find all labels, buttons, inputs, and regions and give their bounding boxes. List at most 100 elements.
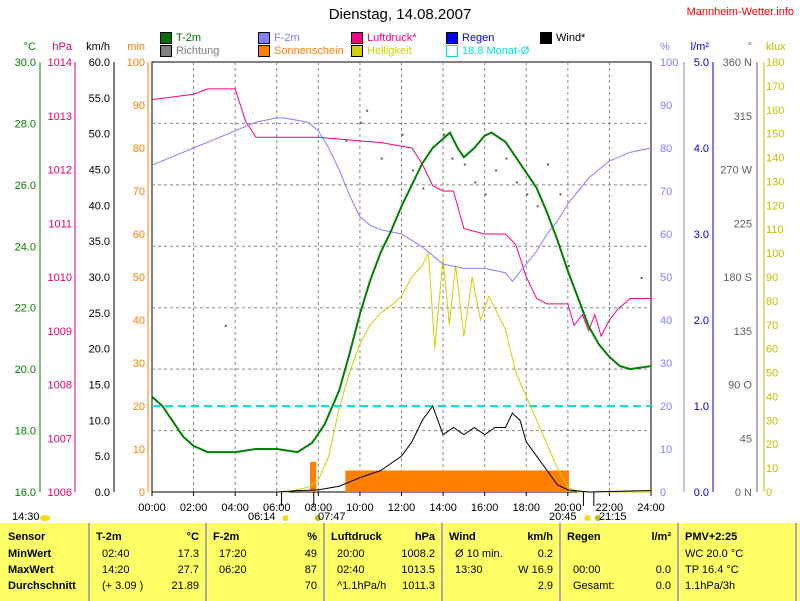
sun-icon — [594, 515, 601, 521]
table-cell: 14:20 — [102, 564, 130, 576]
axis-tick-klux: 20 — [766, 439, 778, 451]
table-cell: 02:40 — [102, 548, 130, 560]
direction-point — [451, 157, 454, 160]
stats-table: Sensor T-2m °C F-2m% Luftdruck hPa Wind km/h Reg… — [0, 523, 800, 601]
legend-item: T-2m — [160, 32, 201, 44]
axis-tick-pct: 20 — [660, 401, 672, 413]
sunshine-bar — [311, 461, 314, 492]
table-header-unit: km/h — [527, 531, 553, 543]
axis-tick-kmh: 50.0 — [89, 129, 110, 141]
axis-tick-klux: 90 — [766, 272, 778, 284]
table-cell: WC 20.0 °C — [685, 548, 744, 560]
axis-tick-min: 50 — [133, 272, 145, 284]
axis-unit-hpa: hPa — [52, 41, 72, 53]
table-cell: TP 16.4 °C — [685, 564, 739, 576]
axis-tick-klux: 170 — [766, 81, 784, 93]
axis-tick-deg: 360 N — [723, 57, 752, 69]
x-tick-label: 20:00 — [554, 502, 582, 514]
axis-tick-hpa: 1006 — [48, 487, 72, 499]
sunshine-bar — [314, 461, 317, 492]
table-cell: Durchschnitt — [8, 580, 76, 592]
axis-tick-min: 40 — [133, 315, 145, 327]
axis-tick-min: 10 — [133, 444, 145, 456]
table-header: T-2m — [96, 531, 122, 543]
direction-point — [567, 265, 570, 268]
axis-tick-pct: 90 — [660, 100, 672, 112]
table-cell: 1.1hPa/3h — [685, 580, 736, 592]
axis-tick-min: 70 — [133, 186, 145, 198]
table-header: Wind — [449, 531, 476, 543]
x-tick-label: 06:00 — [263, 502, 291, 514]
legend-label: Richtung — [176, 45, 220, 57]
direction-point — [515, 181, 518, 184]
axis-tick-pct: 60 — [660, 229, 672, 241]
x-tick-label: 24:00 — [637, 502, 665, 514]
legend-item: Wind* — [540, 32, 585, 44]
series-line-luftdruck — [151, 88, 651, 338]
direction-point — [422, 187, 425, 190]
axis-tick-hpa: 1012 — [48, 165, 72, 177]
x-tick-label: 14:00 — [429, 502, 457, 514]
table-cell-value: 70 — [304, 580, 317, 592]
axis-tick-kmh: 55.0 — [89, 93, 110, 105]
brand-link[interactable]: Mannheim-Wetter.info — [686, 6, 794, 18]
axis-unit-min: min — [127, 41, 145, 53]
x-tick-label: 22:00 — [596, 502, 624, 514]
table-cell-value: 0.2 — [537, 548, 553, 560]
axis-tick-min: 0 — [139, 487, 145, 499]
axis-tick-celsius: 28.0 — [15, 118, 36, 130]
direction-point — [401, 133, 404, 136]
legend-label: F-2m — [274, 32, 300, 44]
axis-tick-celsius: 24.0 — [15, 241, 36, 253]
series-line-helligkeit — [152, 251, 651, 493]
axis-unit-kmh: km/h — [86, 41, 110, 53]
table-header: Sensor — [8, 531, 46, 543]
axis-unit-pct: % — [660, 41, 670, 53]
axis-tick-min: 90 — [133, 100, 145, 112]
chart: 30.0 28.0 26.0 24.0 22.0 20.0 18.0 16.0 °C 1014 10… — [15, 41, 786, 521]
axis-tick-klux: 160 — [766, 105, 784, 117]
series-line-t-2m — [151, 131, 652, 454]
table-cell: 00:00 — [573, 564, 601, 576]
table-header: F-2m — [213, 531, 240, 543]
axis-tick-kmh: 25.0 — [89, 308, 110, 320]
column-divider — [441, 523, 443, 601]
axis-tick-kmh: 0.0 — [95, 487, 110, 499]
axis-tick-celsius: 18.0 — [15, 426, 36, 438]
axis-tick-kmh: 5.0 — [95, 451, 110, 463]
axis-tick-hpa: 1011 — [48, 218, 72, 230]
legend-label: 18.8 Monat-Ø — [462, 45, 530, 57]
axis-tick-klux: 50 — [766, 368, 778, 380]
axis-tick-pct: 40 — [660, 315, 672, 327]
sunshine-bar — [312, 461, 315, 492]
legend-item: Luftdruck* — [351, 32, 417, 44]
direction-point — [463, 163, 466, 166]
column-divider — [323, 523, 325, 601]
table-cell: MaxWert — [8, 564, 54, 576]
axis-unit-lm2: l/m² — [691, 41, 710, 53]
table-cell-value: 1011.3 — [402, 580, 435, 592]
axis-tick-hpa: 1007 — [48, 433, 72, 445]
axis-tick-klux: 100 — [766, 248, 784, 260]
x-tick-label: 02:00 — [180, 502, 208, 514]
axis-tick-kmh: 60.0 — [89, 57, 110, 69]
civil-dusk-time: 21:15 — [599, 511, 627, 523]
series-line-wind — [152, 404, 652, 493]
legend-swatch — [446, 45, 458, 57]
axis-tick-deg: 0 N — [735, 487, 752, 499]
axis-tick-deg: 45 — [740, 433, 752, 445]
legend-swatch — [351, 32, 363, 44]
direction-point — [526, 193, 529, 196]
column-divider — [88, 523, 90, 601]
axis-tick-klux: 10 — [766, 463, 778, 475]
axis-tick-kmh: 40.0 — [89, 200, 110, 212]
legend-swatch — [258, 45, 270, 57]
axis-tick-lm2: 0.0 — [694, 487, 709, 499]
legend-label: Wind* — [556, 32, 586, 44]
axis-tick-pct: 100 — [660, 57, 678, 69]
legend-label: Regen — [462, 32, 495, 44]
axis-tick-deg: 90 O — [728, 380, 752, 392]
x-tick-label: 10:00 — [346, 502, 374, 514]
civil-dawn-time: 07:47 — [318, 511, 346, 523]
table-cell-value: 1013.5 — [401, 564, 435, 576]
